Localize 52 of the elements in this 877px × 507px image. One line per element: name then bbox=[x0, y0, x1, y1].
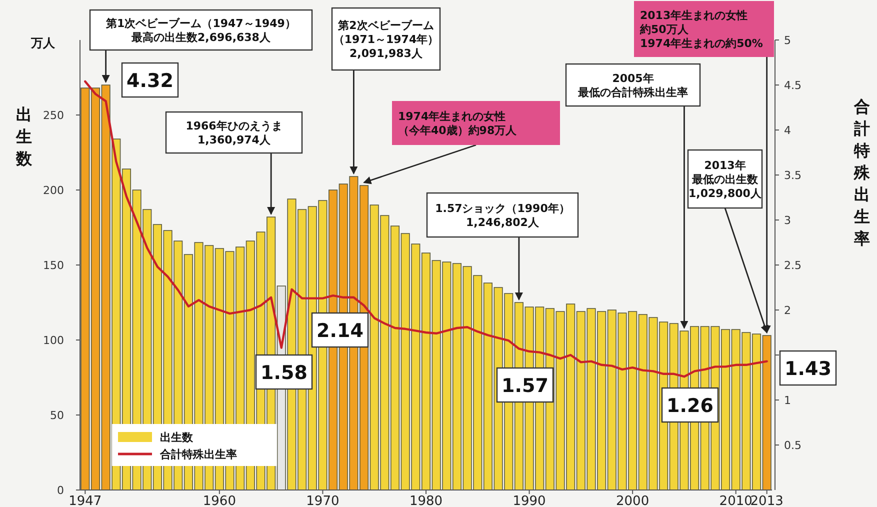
y-tick-label: 150 bbox=[43, 259, 64, 272]
annotation: 2013年最低の出生数1,029,800人 bbox=[687, 149, 768, 334]
annotation: 第2次ベビーブーム（1971～1974年）2,091,983人 bbox=[333, 19, 439, 60]
data-label: 1.57 bbox=[502, 375, 548, 397]
data-label: 1.26 bbox=[666, 395, 714, 417]
y2-tick-label: 3.5 bbox=[784, 169, 802, 182]
y-tick-label: 250 bbox=[43, 109, 64, 122]
annotation: 2013年最低の出生数1,029,800人 bbox=[688, 159, 762, 200]
annotation: 2013年生まれの女性約50万人1974年生まれの約50% bbox=[639, 9, 763, 50]
y-tick-label: 0 bbox=[57, 484, 64, 497]
annotation: 1974年生まれの女性（今年40歳）約98万人 bbox=[363, 101, 560, 184]
annotation: 1.57ショック（1990年）1,246,802人 bbox=[435, 202, 570, 229]
value-label: 4.32 bbox=[121, 62, 179, 98]
annotation: 1.57ショック（1990年）1,246,802人 bbox=[426, 192, 579, 300]
data-label: 1.43 bbox=[784, 358, 832, 380]
x-tick-label: 1960 bbox=[202, 494, 236, 507]
y2-axis-title: 合計特殊出生率 bbox=[853, 97, 871, 248]
annotation: 1974年生まれの女性（今年40歳）約98万人 bbox=[398, 110, 518, 137]
legend-label: 出生数 bbox=[160, 431, 194, 444]
y2-tick-label: 2.5 bbox=[784, 259, 802, 272]
x-tick-label: 2013 bbox=[750, 494, 784, 507]
x-tick-label: 2000 bbox=[616, 494, 650, 507]
data-label: 2.14 bbox=[316, 320, 364, 342]
x-tick-label: 1980 bbox=[409, 494, 443, 507]
y2-tick-label: 4.5 bbox=[784, 79, 802, 92]
value-label: 2.14 bbox=[311, 312, 369, 348]
value-label: 1.43 bbox=[779, 350, 837, 386]
x-tick-label: 2010 bbox=[719, 494, 752, 507]
y2-tick-label: 1 bbox=[784, 394, 791, 407]
x-tick-label: 1990 bbox=[512, 494, 546, 507]
y2-tick-label: 3 bbox=[784, 214, 791, 227]
data-label: 1.58 bbox=[260, 362, 308, 384]
y-tick-label: 50 bbox=[50, 409, 64, 422]
data-label: 4.32 bbox=[126, 70, 174, 92]
annotation: 1966年ひのえうま1,360,974人 bbox=[165, 111, 303, 215]
annotation: 1966年ひのえうま1,360,974人 bbox=[186, 120, 282, 146]
x-tick-label: 1970 bbox=[306, 494, 340, 507]
x-tick-label: 1947 bbox=[68, 494, 102, 507]
y2-tick-label: 5 bbox=[784, 34, 791, 47]
value-label: 1.57 bbox=[496, 367, 554, 403]
legend-label: 合計特殊出生率 bbox=[159, 448, 237, 461]
annotation: 第1次ベビーブーム（1947～1949）最高の出生数2,696,638人 bbox=[105, 17, 296, 44]
y2-tick-label: 4 bbox=[784, 124, 791, 137]
value-label: 1.26 bbox=[661, 387, 719, 423]
y-tick-label: 100 bbox=[43, 334, 64, 347]
y2-tick-label: 2 bbox=[784, 304, 791, 317]
text: 万人 bbox=[30, 36, 56, 50]
y-axis-title: 出生数 bbox=[15, 105, 33, 168]
y-tick-label: 200 bbox=[43, 184, 64, 197]
annotation: 2005年最低の合計特殊出生率 bbox=[577, 72, 688, 99]
y2-tick-label: 0.5 bbox=[784, 439, 802, 452]
value-label: 1.58 bbox=[255, 354, 313, 390]
